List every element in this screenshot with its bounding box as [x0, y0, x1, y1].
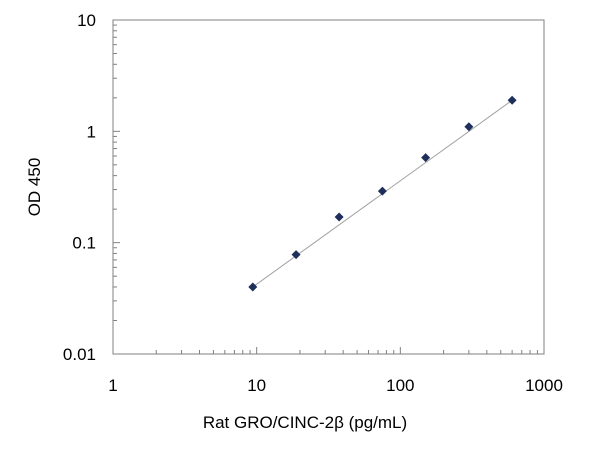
- y-tick-label: 1: [87, 122, 96, 141]
- y-tick-label: 0.01: [63, 345, 96, 364]
- data-point: [291, 250, 301, 260]
- data-point: [464, 122, 474, 132]
- y-axis-title: OD 450: [25, 158, 44, 217]
- y-minor-ticks: [113, 24, 117, 321]
- x-axis-title: Rat GRO/CINC-2β (pg/mL): [203, 413, 407, 432]
- data-point: [248, 282, 258, 292]
- x-tick-label: 10: [247, 376, 266, 395]
- x-tick-labels: 1 10 100 1000: [108, 376, 563, 395]
- x-tick-label: 1000: [525, 376, 563, 395]
- x-minor-ticks: [155, 350, 538, 354]
- data-point: [421, 153, 431, 163]
- data-points: [248, 95, 517, 292]
- x-major-ticks: [112, 347, 545, 354]
- y-tick-label: 10: [77, 11, 96, 30]
- data-point: [334, 212, 344, 222]
- y-major-ticks: [113, 19, 120, 355]
- data-point: [507, 95, 517, 105]
- y-tick-label: 0.1: [72, 234, 96, 253]
- y-tick-labels: 0.01 0.1 1 10: [63, 11, 96, 364]
- x-tick-label: 100: [386, 376, 414, 395]
- plot-area: [112, 19, 545, 355]
- data-point: [377, 186, 387, 196]
- x-tick-label: 1: [108, 376, 117, 395]
